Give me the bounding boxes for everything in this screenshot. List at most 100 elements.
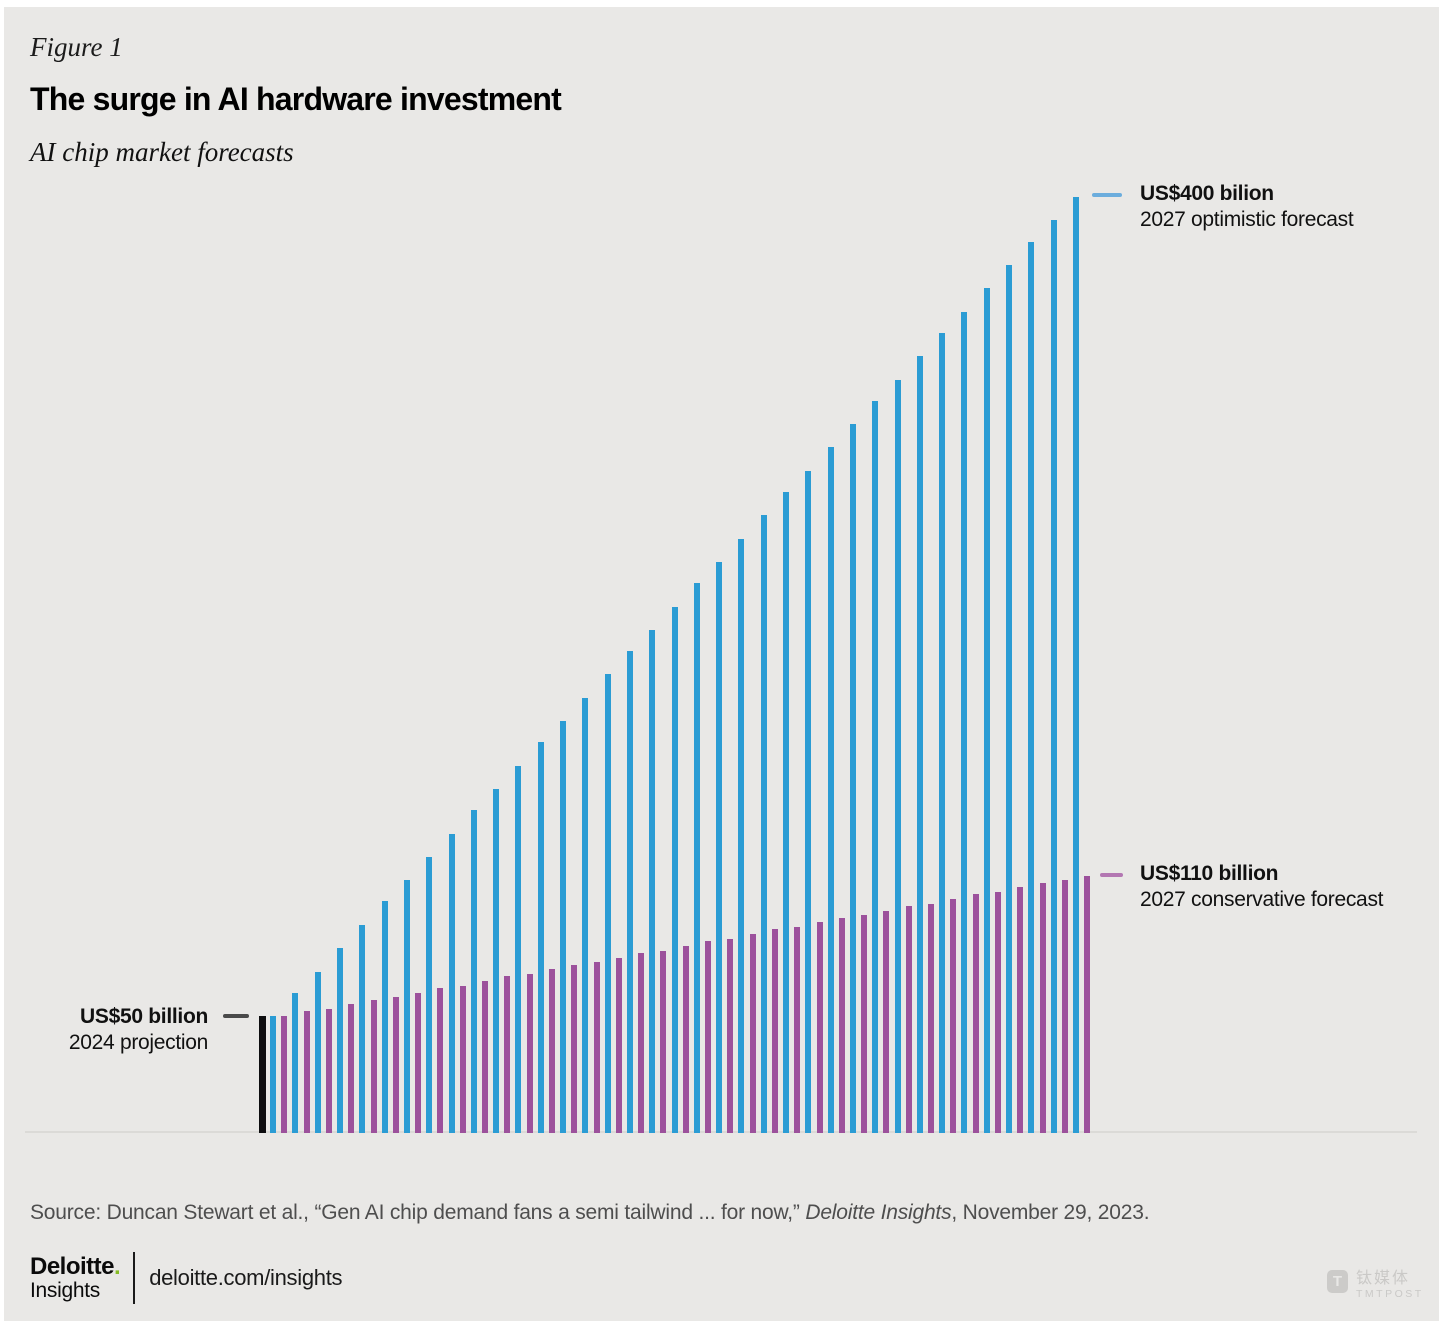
bar-conservative <box>1017 887 1024 1133</box>
tmtpost-watermark: T 钛媒体 TMTPOST <box>1327 1270 1424 1301</box>
footer: Deloitte. Insights deloitte.com/insights <box>30 1252 343 1304</box>
bar-optimistic <box>671 606 678 1133</box>
bar-conservative <box>705 941 711 1133</box>
bar-optimistic <box>872 400 879 1133</box>
bar-conservative <box>928 903 934 1133</box>
bar-conservative <box>994 892 1001 1133</box>
bar-conservative <box>660 950 667 1133</box>
bar-projection-2024 <box>259 1016 266 1133</box>
bar-conservative <box>348 1004 355 1133</box>
bar-optimistic <box>537 742 544 1133</box>
bar-optimistic <box>805 470 812 1133</box>
annotation-projection: US$50 billion 2024 projection <box>60 1004 208 1056</box>
bar-conservative <box>548 969 555 1133</box>
bar-conservative <box>526 973 533 1133</box>
bar-conservative <box>325 1009 332 1133</box>
chart-subtitle: AI chip market forecasts <box>30 137 294 167</box>
bar-optimistic <box>961 311 968 1133</box>
bar-conservative <box>905 906 912 1133</box>
bar-conservative <box>571 964 578 1133</box>
source-line: Source: Duncan Stewart et al., “Gen AI c… <box>30 1201 1150 1225</box>
bar-optimistic <box>827 447 834 1133</box>
figure-card: Figure 1 The surge in AI hardware invest… <box>4 7 1439 1321</box>
bar-optimistic <box>760 515 767 1133</box>
optimistic-series-label: 2027 optimistic forecast <box>1140 208 1354 231</box>
source-prefix: Source: Duncan Stewart et al., “Gen AI c… <box>30 1201 806 1224</box>
deloitte-logo-insights: Insights <box>30 1278 100 1302</box>
bar-conservative <box>415 992 422 1133</box>
bar-optimistic <box>939 332 946 1133</box>
bar-conservative <box>1039 882 1046 1133</box>
optimistic-value-label: US$400 bilion <box>1140 182 1274 205</box>
bar-chart <box>259 7 1095 1133</box>
bar-optimistic <box>649 629 656 1133</box>
projection-legend-dash-icon <box>223 1014 249 1018</box>
bar-optimistic <box>1072 197 1079 1133</box>
bar-conservative <box>749 934 756 1133</box>
deloitte-logo-wordmark: Deloitte. <box>30 1252 121 1280</box>
bar-optimistic <box>515 765 522 1133</box>
bar-conservative <box>482 980 488 1133</box>
conservative-series-label: 2027 conservative forecast <box>1140 888 1384 911</box>
bar-optimistic <box>716 562 723 1133</box>
bar-optimistic <box>604 674 611 1133</box>
bar-conservative <box>816 922 823 1133</box>
bar-optimistic <box>560 721 567 1133</box>
page-title: The surge in AI hardware investment <box>30 81 562 117</box>
source-suffix: , November 29, 2023. <box>951 1201 1150 1224</box>
bar-optimistic <box>403 880 410 1133</box>
tmtpost-english-name: TMTPOST <box>1356 1288 1424 1300</box>
tmtpost-logo-icon: T <box>1327 1270 1348 1293</box>
bar-optimistic <box>314 971 321 1133</box>
bar-conservative <box>771 929 778 1133</box>
bar-optimistic <box>493 789 500 1133</box>
bar-optimistic <box>381 901 388 1133</box>
footer-divider <box>133 1252 136 1304</box>
bar-optimistic <box>426 856 433 1133</box>
bar-conservative <box>727 938 734 1133</box>
bar-conservative <box>794 927 801 1133</box>
bar-conservative <box>861 915 868 1133</box>
bar-optimistic <box>582 697 589 1133</box>
bar-conservative <box>950 899 957 1133</box>
bar-optimistic <box>983 288 990 1133</box>
footer-url[interactable]: deloitte.com/insights <box>149 1265 343 1290</box>
bar-optimistic <box>1050 220 1057 1133</box>
bar-optimistic <box>849 424 856 1133</box>
bar-optimistic <box>1028 241 1035 1133</box>
bar-optimistic <box>894 379 901 1133</box>
bar-optimistic <box>626 651 633 1133</box>
bar-optimistic <box>1006 264 1013 1133</box>
source-publication: Deloitte Insights <box>805 1201 952 1224</box>
bar-optimistic <box>738 538 745 1133</box>
bar-conservative <box>1084 875 1091 1133</box>
bar-optimistic <box>693 583 700 1133</box>
projection-series-label: 2024 projection <box>68 1031 208 1054</box>
bar-conservative <box>615 957 622 1133</box>
bar-optimistic <box>783 491 790 1133</box>
conservative-legend-dash-icon <box>1100 873 1123 877</box>
bar-conservative <box>1061 880 1068 1133</box>
bar-optimistic <box>270 1016 277 1133</box>
bar-optimistic <box>916 356 923 1133</box>
bar-conservative <box>972 894 979 1133</box>
bar-optimistic <box>359 924 366 1133</box>
bar-conservative <box>682 945 689 1133</box>
deloitte-logo-green-dot: . <box>114 1252 121 1280</box>
projection-value-label: US$50 billion <box>80 1005 208 1028</box>
deloitte-logo: Deloitte. Insights <box>30 1252 121 1302</box>
bar-optimistic <box>470 810 477 1133</box>
bar-conservative <box>303 1011 310 1133</box>
deloitte-logo-text: Deloitte <box>30 1252 115 1280</box>
annotation-optimistic: US$400 bilion 2027 optimistic forecast <box>1140 181 1354 233</box>
annotation-conservative: US$110 billion 2027 conservative forecas… <box>1140 861 1383 913</box>
conservative-value-label: US$110 billion <box>1140 862 1279 885</box>
bar-conservative <box>504 976 511 1133</box>
bar-conservative <box>638 952 645 1133</box>
bar-conservative <box>370 999 377 1133</box>
bar-conservative <box>392 997 399 1133</box>
bar-conservative <box>883 910 890 1133</box>
bar-conservative <box>281 1016 288 1133</box>
tmtpost-watermark-text: 钛媒体 TMTPOST <box>1356 1270 1424 1301</box>
bar-conservative <box>437 987 444 1133</box>
